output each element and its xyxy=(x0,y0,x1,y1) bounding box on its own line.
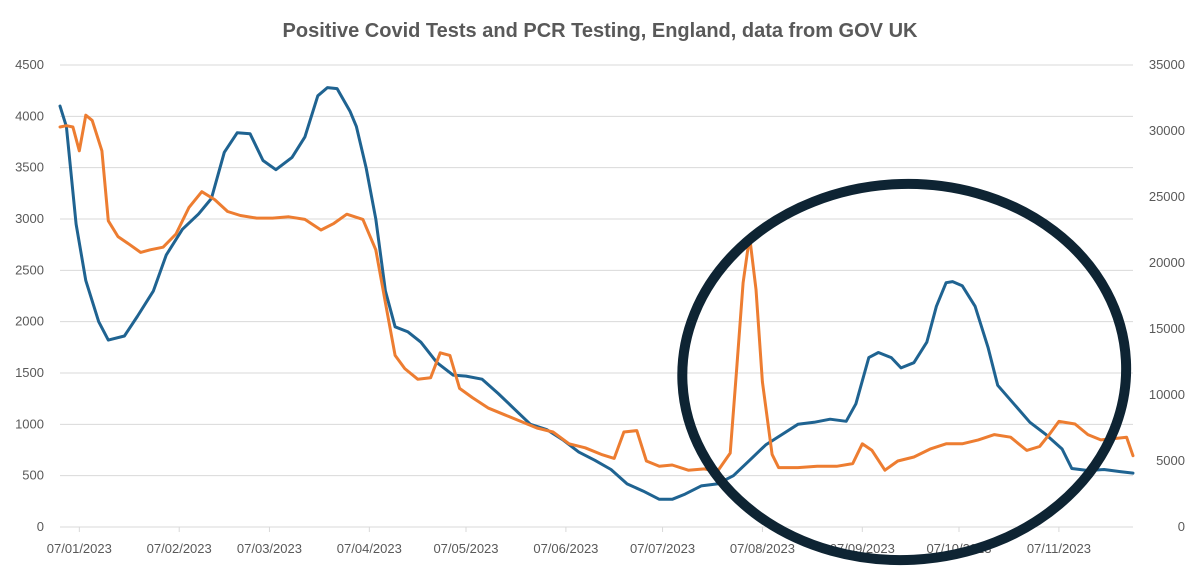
y-left-tick-label: 3000 xyxy=(15,211,44,226)
x-axis: 07/01/2023 07/02/2023 07/03/2023 07/04/2023… xyxy=(47,526,1133,556)
chart-title: Positive Covid Tests and PCR Testing, En… xyxy=(283,20,918,42)
y-left-tick-label: 1000 xyxy=(15,416,44,431)
y-right-tick-label: 20000 xyxy=(1149,255,1185,270)
annotation-layer xyxy=(677,178,1132,566)
y-right-tick-label: 5000 xyxy=(1156,453,1185,468)
y-right-tick-label: 30000 xyxy=(1149,123,1185,138)
gridlines xyxy=(60,64,1133,528)
series-line-1 xyxy=(58,86,1135,501)
y-left-tick-label: 3500 xyxy=(15,160,44,175)
x-tick-label: 07/04/2023 xyxy=(337,541,402,556)
y-left-tick-label: 4000 xyxy=(15,108,44,123)
series-lines xyxy=(58,86,1135,501)
x-tick-label: 07/06/2023 xyxy=(533,541,598,556)
y-left-tick-label: 2500 xyxy=(15,262,44,277)
y-right-tick-label: 35000 xyxy=(1149,57,1185,72)
y-axis-right: 0 5000 10000 15000 20000 25000 30000 35000 xyxy=(1149,57,1185,534)
y-left-tick-label: 500 xyxy=(22,468,44,483)
series-line-2 xyxy=(58,113,1135,474)
x-tick-label: 07/01/2023 xyxy=(47,541,112,556)
y-right-tick-label: 10000 xyxy=(1149,387,1185,402)
y-left-tick-label: 4500 xyxy=(15,57,44,72)
x-tick-label: 07/03/2023 xyxy=(237,541,302,556)
y-left-tick-label: 0 xyxy=(37,519,44,534)
y-axis-left: 0 500 1000 1500 2000 2500 3000 3500 4000 4500 xyxy=(15,57,44,534)
x-tick-label: 07/08/2023 xyxy=(730,541,795,556)
y-left-tick-label: 1500 xyxy=(15,365,44,380)
x-tick-label: 07/05/2023 xyxy=(433,541,498,556)
y-right-tick-label: 25000 xyxy=(1149,189,1185,204)
y-left-tick-label: 2000 xyxy=(15,314,44,329)
y-right-tick-label: 15000 xyxy=(1149,321,1185,336)
annotation-circle xyxy=(677,178,1132,566)
y-right-tick-label: 0 xyxy=(1178,519,1185,534)
x-tick-label: 07/07/2023 xyxy=(630,541,695,556)
x-tick-label: 07/11/2023 xyxy=(1027,541,1091,556)
x-tick-label: 07/02/2023 xyxy=(147,541,212,556)
